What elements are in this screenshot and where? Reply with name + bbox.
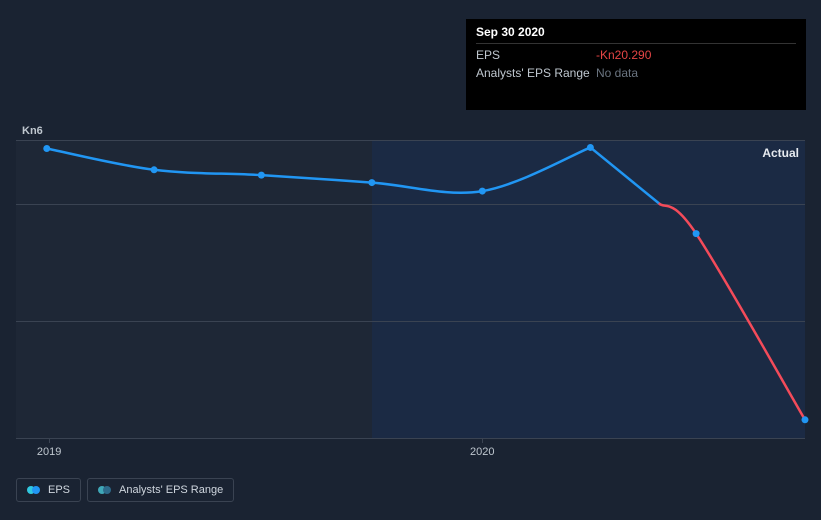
tooltip-row: EPS-Kn20.290 bbox=[476, 44, 796, 62]
tooltip-row-label: EPS bbox=[476, 48, 596, 62]
legend: EPS Analysts' EPS Range bbox=[16, 478, 234, 502]
legend-swatch bbox=[27, 486, 40, 494]
legend-label: Analysts' EPS Range bbox=[119, 484, 223, 496]
chart-tooltip: Sep 30 2020 EPS-Kn20.290Analysts' EPS Ra… bbox=[466, 19, 806, 110]
gridline bbox=[16, 438, 805, 439]
x-tick bbox=[49, 438, 50, 443]
data-point[interactable] bbox=[479, 188, 486, 195]
data-point[interactable] bbox=[258, 172, 265, 179]
data-point[interactable] bbox=[43, 145, 50, 152]
legend-label: EPS bbox=[48, 484, 70, 496]
data-point[interactable] bbox=[693, 230, 700, 237]
data-point[interactable] bbox=[151, 166, 158, 173]
data-point[interactable] bbox=[802, 416, 809, 423]
legend-item[interactable]: Analysts' EPS Range bbox=[87, 478, 234, 502]
data-point[interactable] bbox=[368, 179, 375, 186]
x-axis: 2019 2020 bbox=[16, 443, 805, 463]
x-axis-label: 2019 bbox=[37, 446, 61, 458]
y-axis-label: Kn6 bbox=[22, 125, 43, 137]
eps-line-negative bbox=[660, 204, 805, 420]
tooltip-date: Sep 30 2020 bbox=[476, 25, 796, 44]
chart-svg bbox=[16, 140, 805, 438]
data-point[interactable] bbox=[587, 144, 594, 151]
tooltip-row-label: Analysts' EPS Range bbox=[476, 66, 596, 80]
tooltip-row-value: No data bbox=[596, 66, 638, 80]
tooltip-row-value: -Kn20.290 bbox=[596, 48, 651, 62]
plot-area: Actual bbox=[16, 140, 805, 438]
legend-item[interactable]: EPS bbox=[16, 478, 81, 502]
x-axis-label: 2020 bbox=[470, 446, 494, 458]
legend-swatch bbox=[98, 486, 111, 494]
eps-chart-container: Sep 30 2020 EPS-Kn20.290Analysts' EPS Ra… bbox=[0, 0, 821, 520]
x-tick bbox=[482, 438, 483, 443]
tooltip-row: Analysts' EPS RangeNo data bbox=[476, 62, 796, 80]
eps-line-positive bbox=[47, 147, 660, 203]
